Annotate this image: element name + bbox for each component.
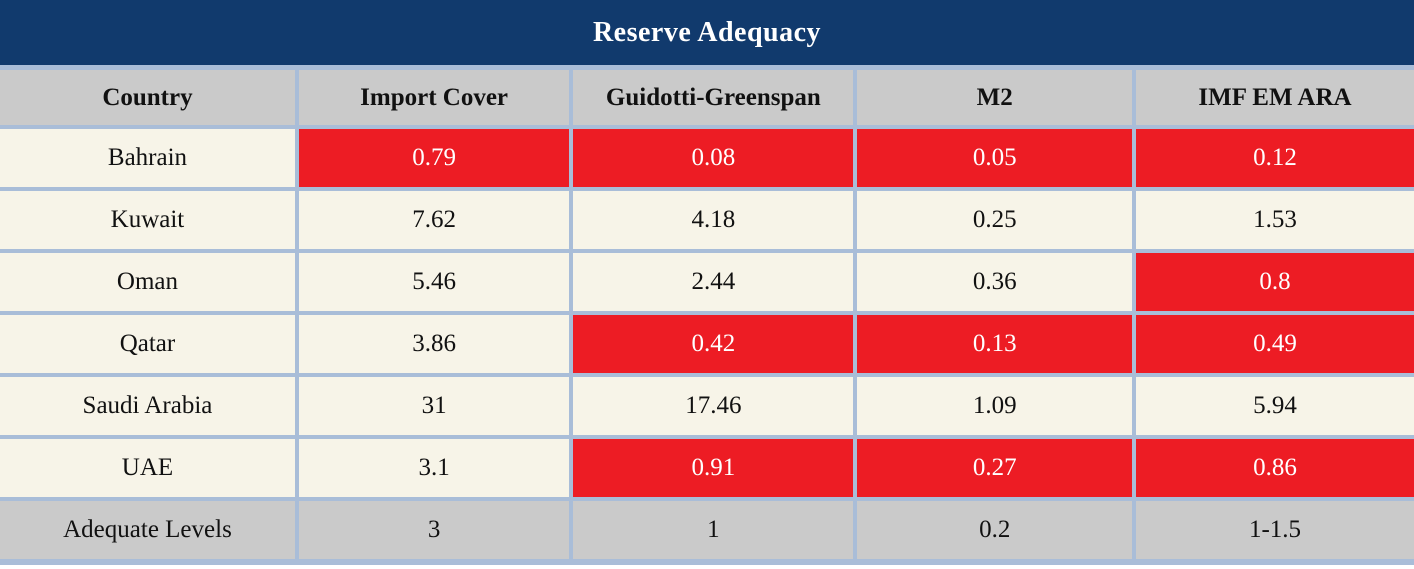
table-row: UAE 3.1 0.91 0.27 0.86	[0, 435, 1414, 501]
value-cell: 5.94	[1132, 373, 1414, 439]
value-cell: 0.12	[1132, 125, 1414, 191]
country-cell: Saudi Arabia	[0, 373, 299, 439]
column-header-country: Country	[0, 65, 299, 129]
reserve-adequacy-table: Country Import Cover Guidotti-Greenspan …	[0, 65, 1414, 565]
value-cell: 5.46	[294, 249, 574, 315]
value-cell: 0.79	[294, 125, 574, 191]
adequate-level-cell: 3	[294, 497, 574, 565]
value-cell: 0.86	[1132, 435, 1414, 501]
value-cell: 0.8	[1132, 249, 1414, 315]
table-title: Reserve Adequacy	[0, 0, 1414, 65]
value-cell: 4.18	[569, 187, 858, 253]
country-cell: UAE	[0, 435, 299, 501]
country-cell: Bahrain	[0, 125, 299, 191]
adequate-levels-label: Adequate Levels	[0, 497, 299, 565]
value-cell: 1.09	[853, 373, 1136, 439]
table-header-row: Country Import Cover Guidotti-Greenspan …	[0, 65, 1414, 129]
adequate-level-cell: 1-1.5	[1132, 497, 1414, 565]
table-row: Oman 5.46 2.44 0.36 0.8	[0, 249, 1414, 315]
table-row: Qatar 3.86 0.42 0.13 0.49	[0, 311, 1414, 377]
value-cell: 0.36	[853, 249, 1136, 315]
column-header-m2: M2	[853, 65, 1136, 129]
value-cell: 0.42	[569, 311, 858, 377]
value-cell: 0.05	[853, 125, 1136, 191]
value-cell: 0.91	[569, 435, 858, 501]
value-cell: 1.53	[1132, 187, 1414, 253]
value-cell: 3.86	[294, 311, 574, 377]
country-cell: Qatar	[0, 311, 299, 377]
value-cell: 0.25	[853, 187, 1136, 253]
value-cell: 0.08	[569, 125, 858, 191]
column-header-import-cover: Import Cover	[294, 65, 574, 129]
value-cell: 0.49	[1132, 311, 1414, 377]
value-cell: 2.44	[569, 249, 858, 315]
value-cell: 3.1	[294, 435, 574, 501]
adequate-level-cell: 1	[569, 497, 858, 565]
country-cell: Oman	[0, 249, 299, 315]
value-cell: 31	[294, 373, 574, 439]
value-cell: 17.46	[569, 373, 858, 439]
column-header-guidotti-greenspan: Guidotti-Greenspan	[569, 65, 858, 129]
table-row: Kuwait 7.62 4.18 0.25 1.53	[0, 187, 1414, 253]
value-cell: 0.13	[853, 311, 1136, 377]
value-cell: 7.62	[294, 187, 574, 253]
country-cell: Kuwait	[0, 187, 299, 253]
adequate-level-cell: 0.2	[853, 497, 1136, 565]
table-row: Saudi Arabia 31 17.46 1.09 5.94	[0, 373, 1414, 439]
column-header-imf-em-ara: IMF EM ARA	[1132, 65, 1414, 129]
adequate-levels-row: Adequate Levels 3 1 0.2 1-1.5	[0, 497, 1414, 565]
value-cell: 0.27	[853, 435, 1136, 501]
table-row: Bahrain 0.79 0.08 0.05 0.12	[0, 125, 1414, 191]
